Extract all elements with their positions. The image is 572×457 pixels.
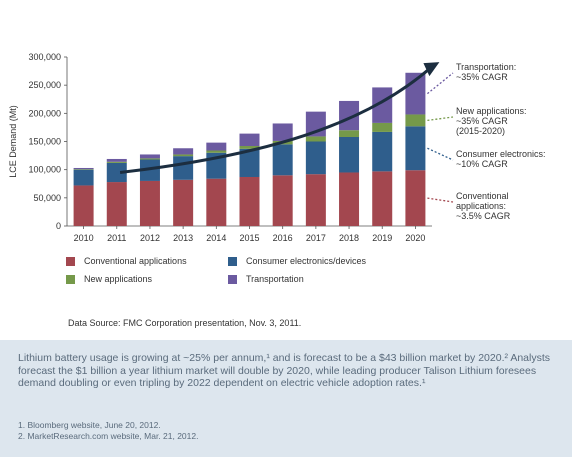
legend-label-transportation: Transportation: [246, 274, 304, 284]
trend-arrow-head: [423, 62, 440, 77]
x-tick-label: 2010: [74, 233, 94, 243]
x-tick-label: 2017: [306, 233, 326, 243]
annotation-leader-3: [427, 197, 454, 203]
trend-arrow-line: [119, 66, 433, 174]
bar-2018-series-3: [339, 100, 360, 131]
y-tick-label: 50,000: [33, 193, 61, 203]
bar-2013-series-0: [173, 179, 194, 226]
bar-2016-series-1: [272, 144, 293, 176]
annotation-text-1-1: ~35% CAGR: [456, 116, 508, 126]
bar-2011-series-1: [106, 162, 127, 183]
annotation-text-1-2: (2015-2020): [456, 126, 505, 136]
footnote-2: 2. MarketResearch.com website, Mar. 21, …: [18, 431, 199, 441]
data-source-note: Data Source: FMC Corporation presentatio…: [68, 318, 302, 328]
x-tick-label: 2019: [372, 233, 392, 243]
legend-item-consumer-electronics: Consumer electronics/devices: [228, 256, 366, 266]
legend-swatch-new-applications: [66, 274, 75, 284]
bar-2010-series-0: [73, 185, 94, 226]
annotation-text-1-0: New applications:: [456, 106, 527, 116]
y-tick-label: 300,000: [28, 52, 61, 62]
bar-2012-series-3: [139, 154, 160, 159]
bar-2015-series-3: [239, 133, 260, 147]
legend-swatch-transportation: [228, 274, 237, 284]
y-tick-label: 0: [56, 221, 61, 231]
legend-swatch-consumer-electronics: [228, 256, 237, 266]
x-tick-label: 2018: [339, 233, 359, 243]
legend-swatch-conventional: [66, 256, 75, 266]
bar-2020-series-2: [405, 114, 426, 127]
y-tick-label: 200,000: [28, 108, 61, 118]
bar-2017-series-2: [305, 136, 326, 142]
legend-label-consumer-electronics: Consumer electronics/devices: [246, 256, 367, 266]
annotation-text-3-2: ~3.5% CAGR: [456, 211, 511, 221]
bar-2010-series-1: [73, 169, 94, 186]
bar-2011-series-2: [106, 161, 127, 163]
bar-2017-series-1: [305, 141, 326, 175]
x-tick-label: 2014: [206, 233, 226, 243]
x-tick-label: 2020: [405, 233, 425, 243]
bar-2013-series-1: [173, 156, 194, 180]
bar-2015-series-0: [239, 176, 260, 226]
bar-2018-series-1: [339, 136, 360, 173]
bar-2020-series-0: [405, 170, 426, 226]
bar-2019-series-3: [372, 87, 393, 123]
bar-2017-series-0: [305, 174, 326, 226]
body-paragraph: Lithium battery usage is growing at ~25%…: [18, 352, 551, 389]
y-tick-label: 150,000: [28, 137, 61, 147]
annotation-text-0-0: Transportation:: [456, 62, 516, 72]
x-tick-label: 2015: [239, 233, 259, 243]
footnotes: 1. Bloomberg website, June 20, 2012. 2. …: [18, 420, 558, 442]
footnote-1: 1. Bloomberg website, June 20, 2012.: [18, 420, 161, 430]
annotation-text-0-1: ~35% CAGR: [456, 72, 508, 82]
x-tick-label: 2013: [173, 233, 193, 243]
x-tick-label: 2012: [140, 233, 160, 243]
annotation-text-3-0: Conventional: [456, 191, 509, 201]
y-tick-label: 100,000: [28, 165, 61, 175]
bar-2011-series-3: [106, 158, 127, 162]
bar-2015-series-1: [239, 148, 260, 177]
bar-2012-series-0: [139, 180, 160, 226]
chart-panel: 0 50,000 100,000 150,000 200,000 250,000 300,0…: [0, 0, 572, 340]
bar-2019-series-0: [372, 171, 393, 226]
annotation-leader-2: [427, 147, 454, 161]
x-tick-label: 2016: [273, 233, 293, 243]
legend-item-transportation: Transportation: [228, 274, 304, 284]
legend-label-conventional: Conventional applications: [84, 256, 187, 266]
bar-2011-series-0: [106, 182, 127, 226]
annotation-leader-0: [427, 72, 454, 95]
legend-item-conventional: Conventional applications: [66, 256, 187, 266]
bar-2013-series-2: [173, 154, 194, 157]
annotation-text-3-1: applications:: [456, 201, 506, 211]
bar-2012-series-2: [139, 158, 160, 160]
bar-2014-series-0: [206, 178, 227, 226]
lithium-demand-chart: 0 50,000 100,000 150,000 200,000 250,000 300,0…: [8, 52, 546, 243]
bar-2016-series-0: [272, 175, 293, 226]
legend-item-new-applications: New applications: [66, 274, 152, 284]
bar-2019-series-2: [372, 122, 393, 132]
bar-2015-series-2: [239, 146, 260, 149]
annotation-leader-1: [427, 116, 454, 122]
bar-2010-series-3: [73, 167, 94, 170]
x-tick-label: 2011: [107, 233, 126, 243]
y-axis-title: LCE Demand (Mt): [8, 105, 18, 178]
bar-2018-series-2: [339, 130, 360, 137]
bar-2010-series-2: [73, 169, 94, 170]
bar-2016-series-3: [272, 123, 293, 141]
bar-2020-series-1: [405, 126, 426, 171]
bar-2014-series-3: [206, 142, 227, 151]
bar-2014-series-2: [206, 150, 227, 153]
y-tick-label: 250,000: [28, 80, 61, 90]
bar-2013-series-3: [173, 148, 194, 155]
legend-label-new-applications: New applications: [84, 274, 153, 284]
bar-2018-series-0: [339, 172, 360, 226]
annotation-text-2-1: ~10% CAGR: [456, 159, 508, 169]
annotation-text-2-0: Consumer electronics:: [456, 149, 546, 159]
bar-2019-series-1: [372, 131, 393, 172]
